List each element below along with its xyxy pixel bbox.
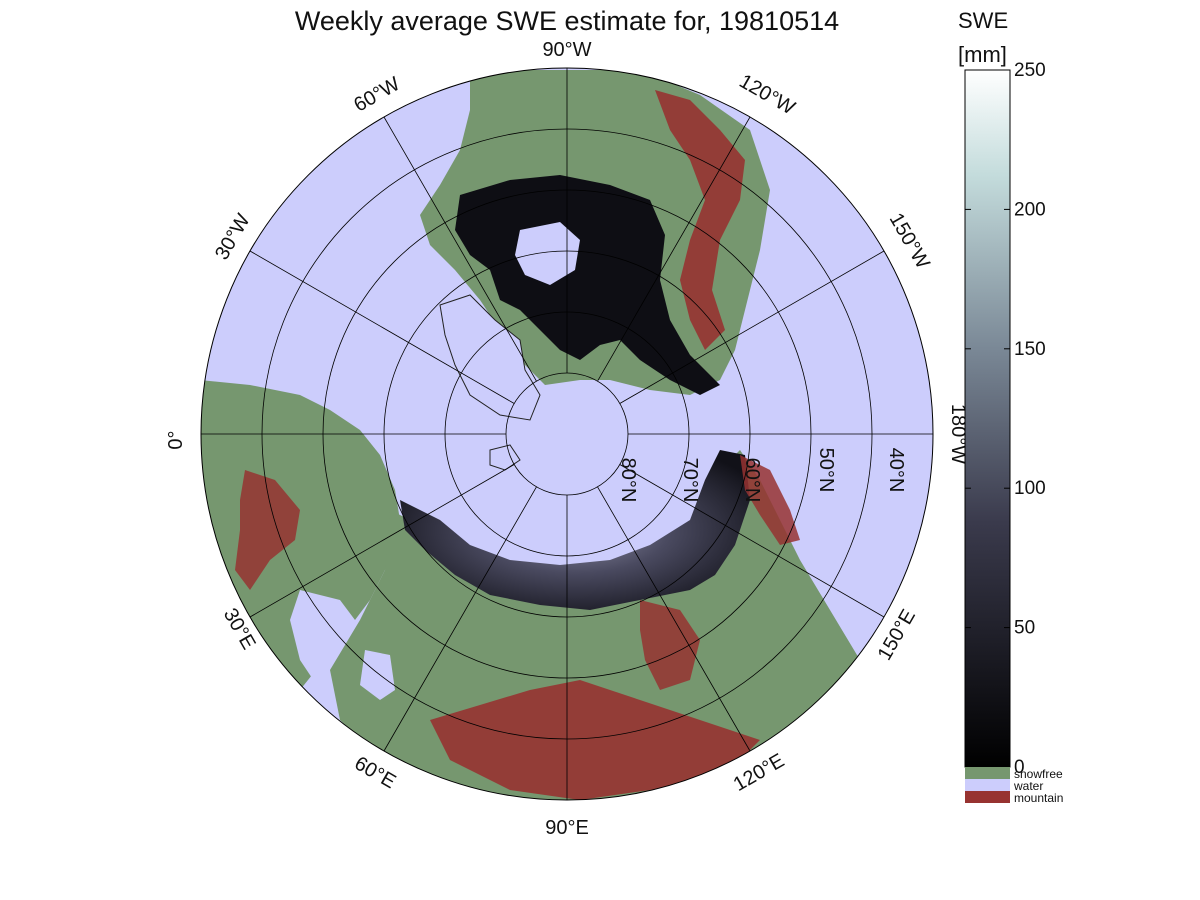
colorbar-tick-label: 200	[1014, 199, 1046, 220]
svalbard	[489, 444, 521, 471]
meridian-30e	[249, 464, 515, 618]
colorbar: SWE [mm] 250 200 150 100 50 0	[958, 8, 1046, 778]
legend-swatch-snowfree	[965, 767, 1010, 779]
colorbar-tick-label: 0	[1014, 757, 1025, 778]
meridian-120w	[597, 116, 751, 382]
legend-swatch-water	[965, 779, 1010, 791]
lon-label-90e: 90°E	[545, 817, 589, 839]
colorbar-unit: [mm]	[958, 42, 1007, 67]
lon-label-90w: 90°W	[542, 39, 591, 61]
meridian-60w	[383, 116, 537, 382]
lat-label-50: 50°N	[815, 448, 837, 493]
lat-label-60: 60°N	[741, 458, 763, 503]
colorbar-tick-label: 100	[1014, 478, 1046, 499]
meridian-60e	[383, 486, 537, 752]
map-title: Weekly average SWE estimate for, 1981051…	[295, 6, 839, 36]
colorbar-tick-label: 150	[1014, 339, 1046, 360]
category-legend: snowfree water mountain	[965, 767, 1063, 805]
greenland	[439, 294, 541, 421]
lon-label-180w: 180°W	[947, 404, 969, 464]
lon-label-0: 0°	[165, 430, 187, 449]
rocky-mountains	[655, 90, 745, 350]
legend-label-water: water	[1013, 779, 1043, 793]
colorbar-title: SWE	[958, 8, 1008, 33]
lon-label-150w: 150°W	[885, 209, 934, 272]
legend-label-snowfree: snowfree	[1014, 767, 1063, 781]
legend-label-mountain: mountain	[1014, 791, 1063, 805]
caspian-sea	[360, 650, 395, 700]
lon-label-120w: 120°W	[735, 70, 798, 119]
colorbar-tick-label: 250	[1014, 60, 1046, 81]
graticule	[200, 67, 934, 801]
meridian-150w	[619, 250, 885, 404]
lat-label-70: 70°N	[679, 458, 701, 503]
hudson-bay	[515, 222, 580, 285]
latitude-labels: 80°N 70°N 60°N 50°N 40°N	[617, 448, 907, 503]
colorbar-gradient	[964, 69, 1011, 768]
legend-swatch-mountain	[965, 791, 1010, 803]
lat-label-40: 40°N	[885, 448, 907, 493]
meridian-30w	[249, 250, 515, 404]
colorbar-ticks: 250 200 150 100 50 0	[965, 60, 1046, 778]
colorbar-tick-label: 50	[1014, 618, 1035, 639]
polar-map	[201, 68, 933, 800]
meridian-120e	[597, 486, 751, 752]
asia-snow	[400, 450, 750, 610]
lon-label-60e: 60°E	[351, 752, 400, 793]
lat-label-80: 80°N	[617, 458, 639, 503]
east-asia-mountains	[640, 600, 700, 690]
central-asia-mountains	[430, 680, 760, 800]
europe-mountains	[235, 470, 300, 590]
meridian-150e	[619, 464, 885, 618]
kamchatka-mountains	[740, 455, 800, 545]
